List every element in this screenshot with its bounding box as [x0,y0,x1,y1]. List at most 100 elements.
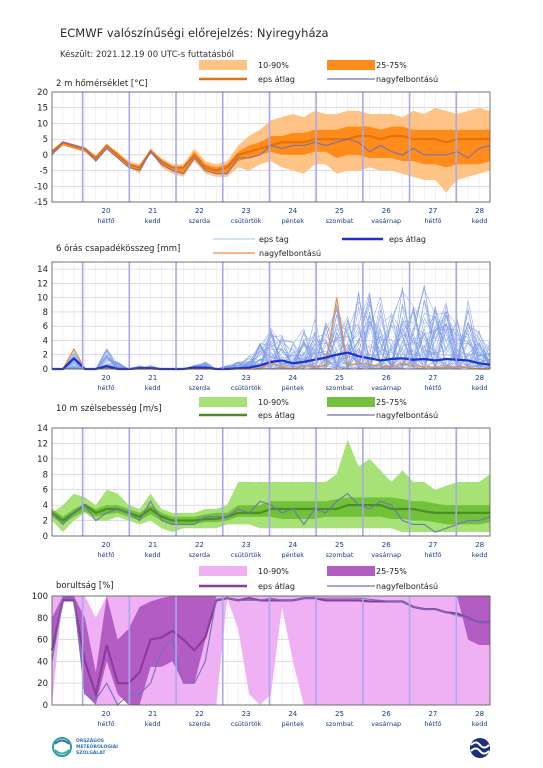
day-number: 20 [102,207,111,215]
band-25-75 [52,596,490,705]
day-name: kedd [145,551,161,559]
day-name: kedd [145,217,161,225]
day-name: szerda [189,384,210,392]
day-name: hétfő [98,719,115,728]
legend-label-members: eps tag [259,235,289,244]
day-name: kedd [472,551,488,559]
day-name: péntek [282,551,305,559]
day-name: hétfő [424,383,441,392]
legend-label-mean: eps átlag [258,411,295,420]
day-number: 27 [428,710,437,718]
legend-label-mean: eps átlag [258,75,295,84]
day-name: szerda [189,720,210,728]
legend-swatch-10-90 [199,60,247,70]
logo-line-3: SZOLGÁLAT [76,749,106,756]
day-number: 28 [475,541,484,549]
y-tick-label: 0 [43,151,48,161]
plot-frame [51,595,491,706]
day-number: 26 [382,374,391,382]
legend-swatch-10-90 [199,397,247,407]
legend: eps tag eps átlag nagyfelbontású [213,235,426,258]
day-number: 25 [335,207,344,215]
legend-label-hires: nagyfelbontású [376,75,438,84]
day-name: péntek [282,720,305,728]
y-tick-label: 10 [37,455,48,465]
day-name: hétfő [424,216,441,225]
y-tick-label: 20 [37,88,48,98]
y-tick-label: 8 [43,470,48,480]
day-number: 27 [428,207,437,215]
day-number: 23 [242,374,251,382]
day-number: 27 [428,374,437,382]
day-number: 28 [475,374,484,382]
y-tick-label: 15 [37,104,48,114]
legend: 10-90% 25-75% eps átlag nagyfelbontású [199,60,438,84]
page-title: ECMWF valószínűségi előrejelzés: Nyiregy… [60,26,329,40]
day-name: csütörtök [231,720,262,728]
y-tick-label: 5 [43,135,48,145]
run-timestamp: Készült: 2021.12.19 00 UTC-s futtatásból [60,49,234,60]
y-tick-label: 6 [43,322,48,332]
eps-member-line [52,291,491,370]
day-name: csütörtök [231,217,262,225]
day-name: szombat [326,384,354,392]
y-tick-label: 12 [37,279,48,289]
day-name: kedd [145,720,161,728]
panel-title: 10 m szélsebesség [m/s] [56,403,162,414]
plot-frame [51,91,491,203]
y-tick-label: 4 [43,336,48,346]
day-number: 24 [288,710,297,718]
legend-swatch-25-75 [327,60,375,70]
day-name: vasárnap [371,384,401,392]
day-number: 26 [382,710,391,718]
legend-label-mean: eps átlag [389,235,426,244]
day-number: 23 [242,541,251,549]
panel-title: borultság [%] [56,581,114,591]
y-tick-label: 10 [37,119,48,129]
day-number: 25 [335,710,344,718]
day-number: 20 [102,710,111,718]
hires-line [51,597,490,706]
legend-label-mean: eps átlag [258,582,295,591]
y-tick-label: 12 [37,439,48,449]
day-name: csütörtök [231,551,262,559]
legend-label-10-90: 10-90% [258,61,289,70]
y-tick-label: 4 [43,501,48,511]
panel-title: 6 órás csapadékösszeg [mm] [56,243,180,254]
day-number: 28 [475,207,484,215]
plot-frame [51,427,491,537]
legend-label-25-75: 25-75% [376,398,407,407]
day-number: 21 [148,710,157,718]
y-tick-label: -10 [34,182,48,192]
day-number: 26 [382,207,391,215]
day-name: szombat [326,551,354,559]
day-number: 25 [335,374,344,382]
day-name: kedd [145,384,161,392]
panel-cloud: 0 20 40 60 80 100 10-90% 25-75% eps átlag nagyfel… [32,566,491,728]
day-name: vasárnap [371,720,401,728]
day-number: 23 [242,207,251,215]
panel-temp: -15 -10 -5 0 5 10 15 20 10-90% 25-75% eps átlag nag… [34,60,491,225]
ecmwf-logo [470,738,490,758]
legend-swatch-10-90 [199,566,247,576]
day-name: hétfő [424,719,441,728]
legend-label-10-90: 10-90% [258,398,289,407]
day-number: 22 [195,374,204,382]
day-number: 27 [428,541,437,549]
logo-line-2: METEOROLÓGIAI [76,743,118,750]
day-name: vasárnap [371,217,401,225]
logo-line-1: ORSZÁGOS [76,737,104,744]
day-name: kedd [472,720,488,728]
day-number: 21 [148,207,157,215]
legend-label-25-75: 25-75% [376,567,407,576]
day-number: 24 [288,207,297,215]
day-number: 26 [382,541,391,549]
y-tick-label: 20 [37,679,48,689]
y-tick-label: 0 [43,365,48,375]
day-number: 24 [288,541,297,549]
day-name: szombat [326,217,354,225]
day-name: szerda [189,551,210,559]
y-tick-label: 2 [43,351,48,361]
